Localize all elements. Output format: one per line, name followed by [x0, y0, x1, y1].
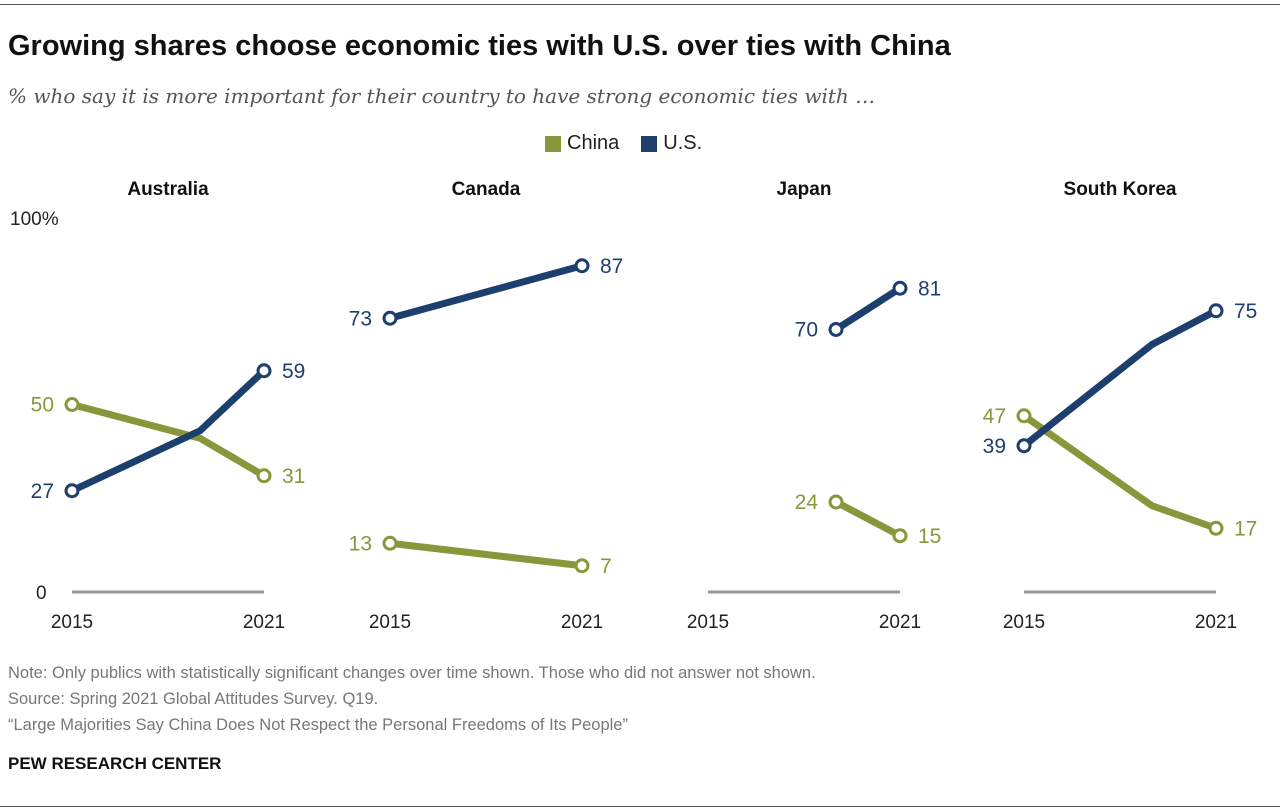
series-line-us [1021, 307, 1218, 449]
x-tick-label: 2015 [369, 612, 411, 633]
notes: Note: Only publics with statistically si… [8, 660, 816, 738]
data-label: 24 [795, 491, 819, 514]
bottom-rule [0, 806, 1280, 807]
data-point [892, 280, 908, 296]
series-line-china [71, 401, 266, 479]
x-tick-label: 2021 [561, 612, 603, 633]
legend-item-china: China [545, 132, 619, 155]
data-point [828, 322, 844, 337]
data-label: 47 [983, 405, 1006, 428]
series-line-china [834, 498, 902, 539]
panel-title: Australia [127, 179, 209, 200]
data-label: 27 [31, 480, 54, 503]
data-label: 81 [918, 277, 941, 300]
data-label: 13 [349, 532, 372, 555]
y-tick-label: 0 [36, 583, 47, 604]
series-line-china [1021, 412, 1218, 532]
data-point [1016, 438, 1032, 454]
data-label: 31 [282, 465, 305, 488]
note-text: Note: Only publics with statistically si… [8, 664, 816, 682]
x-tick-label: 2015 [687, 612, 729, 633]
series-line-us [389, 262, 583, 322]
data-label: 50 [31, 394, 54, 417]
data-point [64, 483, 80, 499]
top-rule [0, 4, 1280, 5]
data-point [1208, 303, 1224, 319]
brand-logo-text: PEW RESEARCH CENTER [8, 754, 222, 773]
x-tick-label: 2021 [879, 612, 921, 633]
panel-title: Canada [452, 179, 521, 200]
legend-swatch-us [641, 135, 658, 152]
data-point [382, 310, 398, 326]
data-label: 17 [1234, 517, 1257, 540]
chart-title: Growing shares choose economic ties with… [8, 30, 951, 62]
data-point [574, 258, 590, 274]
data-label: 7 [600, 555, 612, 578]
data-point [382, 535, 398, 551]
data-label: 87 [600, 255, 623, 278]
data-label: 15 [918, 525, 941, 548]
legend-label: U.S. [663, 132, 703, 154]
report-title: “Large Majorities Say China Does Not Res… [8, 716, 628, 734]
x-tick-label: 2015 [51, 612, 93, 633]
source-text: Source: Spring 2021 Global Attitudes Sur… [8, 690, 379, 708]
data-label: 73 [349, 307, 372, 330]
data-label: 70 [795, 319, 818, 342]
data-label: 39 [983, 435, 1006, 458]
y-tick-label: 100% [10, 209, 59, 230]
data-point [828, 494, 844, 510]
series-line-china [389, 539, 583, 570]
data-label: 75 [1234, 300, 1257, 323]
x-tick-label: 2015 [1003, 612, 1045, 633]
panel-title: South Korea [1064, 179, 1177, 200]
legend-item-us: U.S. [641, 132, 702, 155]
x-tick-label: 2021 [1195, 612, 1237, 633]
chart-subtitle: % who say it is more important for their… [8, 84, 876, 108]
data-point [1016, 408, 1032, 424]
legend: China U.S. [545, 132, 702, 155]
data-point [1208, 520, 1224, 536]
series-line-us [834, 285, 902, 333]
data-point [892, 528, 908, 544]
data-point [256, 363, 272, 379]
data-point [256, 468, 272, 484]
data-label: 59 [282, 360, 305, 383]
data-point [64, 397, 80, 412]
legend-swatch-china [545, 135, 561, 152]
data-point [574, 558, 590, 574]
x-tick-label: 2021 [243, 612, 285, 633]
series-line-us [70, 368, 267, 494]
panel-title: Japan [777, 179, 832, 200]
legend-label: China [567, 132, 620, 154]
chart-area: 100% 0 Australia 2015 2021 50 31 27 59 Canada 2015… [10, 179, 1257, 633]
